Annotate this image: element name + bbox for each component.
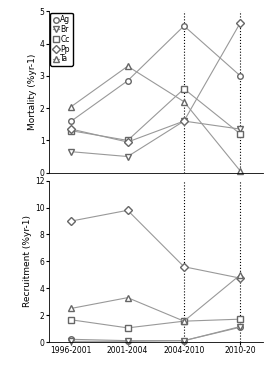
Ag: [70, 119, 73, 124]
Line: Ag: Ag: [69, 23, 243, 124]
Cc: [70, 128, 73, 133]
Br: [239, 127, 242, 131]
Y-axis label: Mortality (%yr-1): Mortality (%yr-1): [28, 54, 37, 130]
Ag: [182, 24, 186, 28]
Cc: [239, 132, 242, 136]
Ag: [126, 78, 129, 83]
Line: Pp: Pp: [69, 20, 243, 145]
Ta: [182, 100, 186, 104]
Ta: [126, 64, 129, 68]
Pp: [182, 119, 186, 124]
Line: Ta: Ta: [69, 63, 243, 174]
Line: Br: Br: [69, 118, 243, 159]
Y-axis label: Recruitment (%yr-1): Recruitment (%yr-1): [23, 215, 32, 307]
Line: Cc: Cc: [69, 86, 243, 143]
Ta: [70, 104, 73, 109]
Pp: [239, 21, 242, 25]
Br: [126, 154, 129, 159]
Cc: [126, 138, 129, 143]
Ta: [239, 169, 242, 173]
Br: [182, 119, 186, 124]
Ag: [239, 74, 242, 78]
Pp: [70, 127, 73, 131]
Cc: [182, 87, 186, 91]
Pp: [126, 140, 129, 144]
Legend: Ag, Br, Cc, Pp, Ta: Ag, Br, Cc, Pp, Ta: [50, 13, 73, 66]
Br: [70, 149, 73, 154]
